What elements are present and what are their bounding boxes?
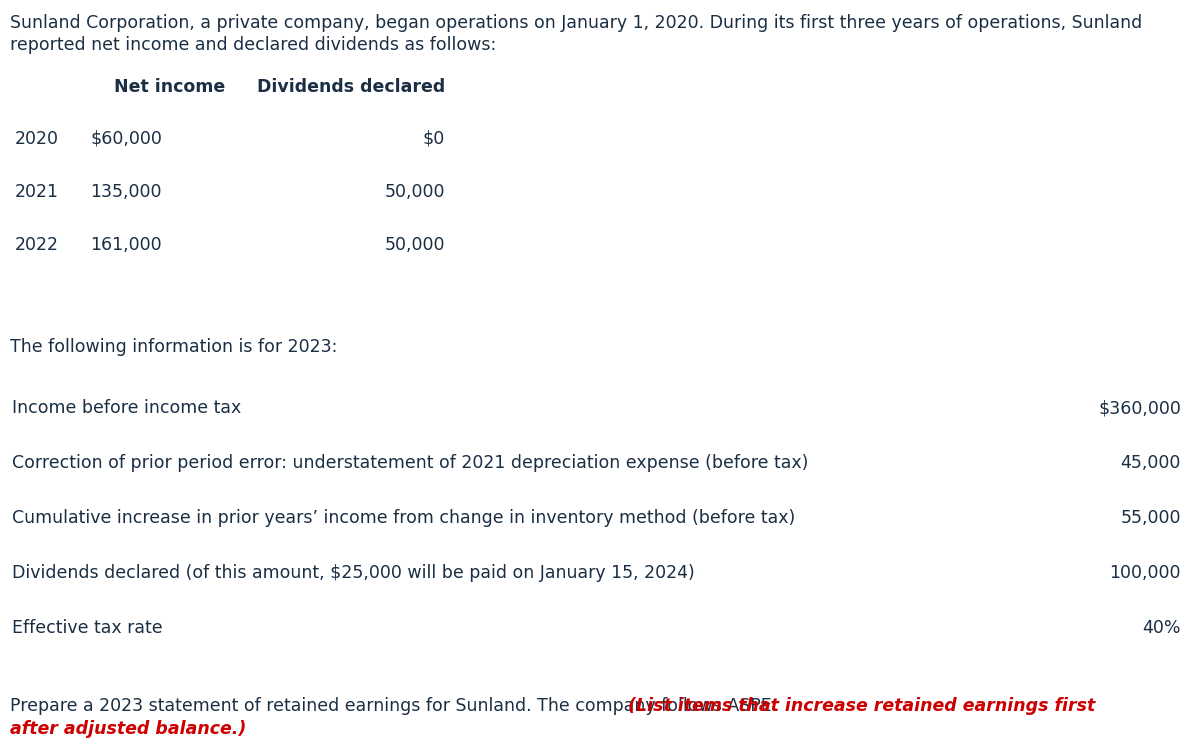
Text: 2020: 2020 (14, 130, 59, 148)
Text: (List items that increase retained earnings first: (List items that increase retained earni… (628, 697, 1096, 715)
Text: Dividends declared (of this amount, $25,000 will be paid on January 15, 2024): Dividends declared (of this amount, $25,… (12, 564, 695, 582)
Text: Correction of prior period error: understatement of 2021 depreciation expense (b: Correction of prior period error: unders… (12, 454, 809, 472)
Text: 45,000: 45,000 (1121, 454, 1181, 472)
Text: 2022: 2022 (14, 236, 59, 254)
Text: $360,000: $360,000 (1098, 399, 1181, 417)
Text: 100,000: 100,000 (1110, 564, 1181, 582)
Text: Cumulative increase in prior years’ income from change in inventory method (befo: Cumulative increase in prior years’ inco… (12, 509, 796, 527)
Text: 161,000: 161,000 (90, 236, 162, 254)
Text: 135,000: 135,000 (90, 183, 162, 201)
Text: 40%: 40% (1142, 619, 1181, 637)
Text: reported net income and declared dividends as follows:: reported net income and declared dividen… (10, 36, 497, 54)
Text: 50,000: 50,000 (384, 236, 445, 254)
Text: Sunland Corporation, a private company, began operations on January 1, 2020. Dur: Sunland Corporation, a private company, … (10, 14, 1142, 32)
Text: 55,000: 55,000 (1121, 509, 1181, 527)
Text: 2021: 2021 (14, 183, 59, 201)
Text: Effective tax rate: Effective tax rate (12, 619, 163, 637)
Text: Net income: Net income (114, 78, 226, 96)
Text: Prepare a 2023 statement of retained earnings for Sunland. The company follows A: Prepare a 2023 statement of retained ear… (10, 697, 782, 715)
Text: $60,000: $60,000 (90, 130, 162, 148)
Text: 50,000: 50,000 (384, 183, 445, 201)
Text: The following information is for 2023:: The following information is for 2023: (10, 338, 337, 356)
Text: Dividends declared: Dividends declared (257, 78, 445, 96)
Text: $0: $0 (422, 130, 445, 148)
Text: Income before income tax: Income before income tax (12, 399, 241, 417)
Text: after adjusted balance.): after adjusted balance.) (10, 720, 246, 738)
